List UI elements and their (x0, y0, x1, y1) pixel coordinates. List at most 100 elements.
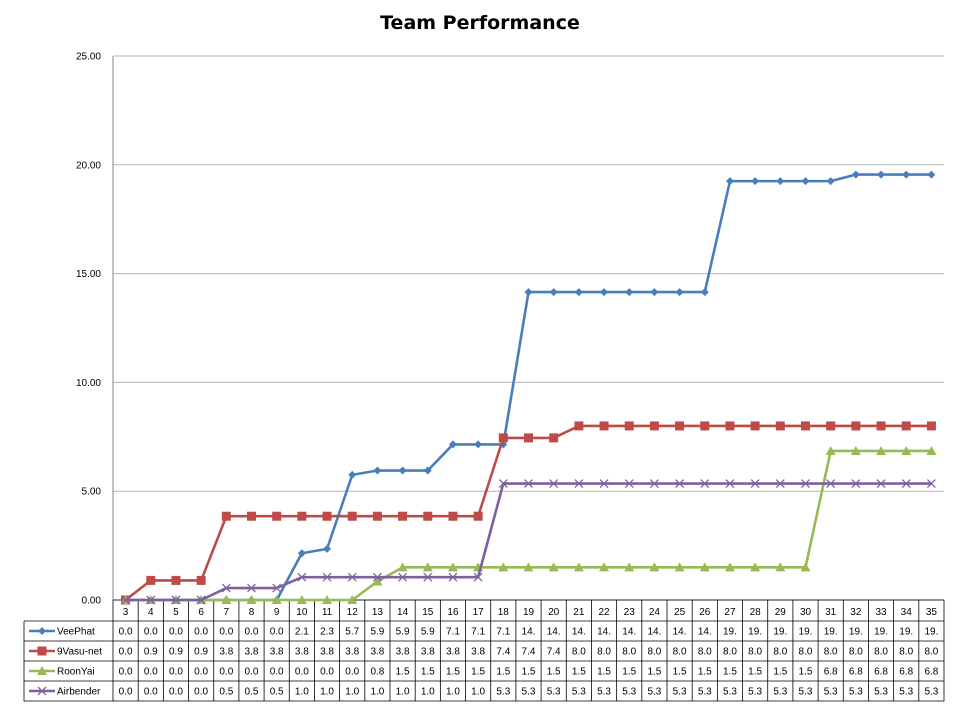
series-airbender (121, 479, 936, 605)
marker-triangle (699, 562, 710, 572)
data-table-cell: 0.0 (194, 667, 208, 678)
data-table-cell: 0.0 (270, 627, 284, 638)
marker-triangle (271, 595, 282, 604)
marker-x (272, 583, 282, 593)
marker-diamond (751, 177, 760, 186)
marker-diamond (801, 177, 810, 186)
data-table-cell: 0.0 (245, 627, 259, 638)
data-table-cell: 0.9 (144, 647, 158, 658)
data-table-cell: 1.5 (673, 667, 687, 678)
x-category-label: 17 (473, 607, 485, 618)
x-category-label: 33 (875, 607, 887, 618)
marker-x (725, 479, 735, 489)
series-line (125, 173, 932, 602)
data-table-cell: 1.5 (421, 667, 435, 678)
marker-x (700, 479, 710, 489)
data-table-cell: 3.8 (219, 647, 233, 658)
data-table-cell: 1.5 (471, 667, 485, 678)
x-category-label: 32 (850, 607, 862, 618)
data-table-cell: 1.5 (522, 667, 536, 678)
data-table-cell: 19. (824, 627, 838, 638)
data-table-cell: 1.0 (295, 687, 309, 698)
marker-x (675, 479, 685, 489)
data-table-cell: 5.3 (622, 687, 636, 698)
marker-diamond (474, 440, 483, 449)
data-table-cell: 8.0 (647, 647, 661, 658)
series-veephat (121, 170, 936, 604)
data-table-cell: 3.8 (421, 647, 435, 658)
marker-x (372, 572, 382, 582)
data-table-cell: 19. (799, 627, 813, 638)
marker-x (448, 572, 458, 582)
x-category-label: 8 (249, 607, 255, 618)
data-table-cell: 5.7 (345, 627, 359, 638)
data-table-cell: 0.0 (219, 667, 233, 678)
data-table-cell: 14. (698, 627, 712, 638)
marker-triangle (624, 562, 635, 572)
data-table-cell: 0.0 (169, 667, 183, 678)
data-table-cell: 8.0 (622, 647, 636, 658)
data-table-cell: 1.0 (396, 687, 410, 698)
y-tick-label: 20.00 (76, 160, 101, 171)
data-table-cell: 0.0 (345, 667, 359, 678)
marker-triangle (775, 562, 786, 572)
marker-square (801, 421, 810, 431)
data-table-cell: 1.5 (572, 667, 586, 678)
marker-square (297, 511, 307, 521)
marker-x (851, 479, 861, 489)
x-category-label: 30 (800, 607, 812, 618)
marker-triangle (901, 445, 912, 455)
x-category-label: 19 (523, 607, 535, 618)
marker-diamond (297, 549, 306, 558)
marker-square (675, 421, 685, 431)
x-category-label: 29 (775, 607, 787, 618)
data-table-cell: 1.0 (421, 687, 435, 698)
marker-x (37, 686, 47, 696)
data-table-cell: 0.9 (169, 647, 183, 658)
marker-x (473, 572, 483, 582)
data-table-cell: 8.0 (924, 647, 938, 658)
marker-triangle (322, 595, 333, 604)
marker-square (876, 421, 886, 431)
marker-triangle (447, 562, 458, 572)
x-category-label: 3 (123, 607, 129, 618)
data-table-cell: 3.8 (370, 647, 384, 658)
data-table-cell: 1.5 (547, 667, 561, 678)
data-table-cell: 5.9 (421, 627, 435, 638)
x-category-label: 10 (296, 607, 308, 618)
marker-diamond (650, 288, 659, 297)
chart-title: Team Performance (380, 12, 580, 34)
data-table-cell: 7.4 (547, 647, 561, 658)
series-roonyai (120, 445, 937, 604)
data-table-cell: 0.0 (245, 667, 259, 678)
marker-square (524, 433, 533, 443)
data-table-cell: 5.3 (597, 687, 611, 698)
marker-x (498, 479, 508, 489)
data-table-cell: 0.5 (270, 687, 284, 698)
data-table-cell: 8.0 (824, 647, 838, 658)
marker-x (876, 479, 886, 489)
marker-square (473, 511, 483, 521)
data-table-cell: 7.4 (522, 647, 536, 658)
marker-triangle (523, 562, 534, 572)
marker-diamond (574, 288, 583, 297)
x-category-label: 28 (750, 607, 762, 618)
marker-triangle (750, 562, 761, 572)
legend-label: 9Vasu-net (57, 647, 102, 658)
marker-diamond (675, 288, 684, 297)
x-category-label: 25 (674, 607, 686, 618)
data-table-cell: 1.5 (496, 667, 510, 678)
y-tick-label: 15.00 (76, 269, 101, 280)
data-table-cell: 6.8 (899, 667, 913, 678)
data-table-cell: 5.3 (799, 687, 813, 698)
data-table-cell: 14. (647, 627, 661, 638)
data-table-cell: 1.5 (748, 667, 762, 678)
data-table-cell: 8.0 (899, 647, 913, 658)
x-category-label: 13 (372, 607, 384, 618)
data-table-cell: 1.5 (597, 667, 611, 678)
data-table-cell: 19. (899, 627, 913, 638)
marker-x (901, 479, 911, 489)
marker-triangle (674, 562, 685, 572)
data-table-cell: 0.0 (119, 667, 133, 678)
data-table-cell: 5.3 (572, 687, 586, 698)
